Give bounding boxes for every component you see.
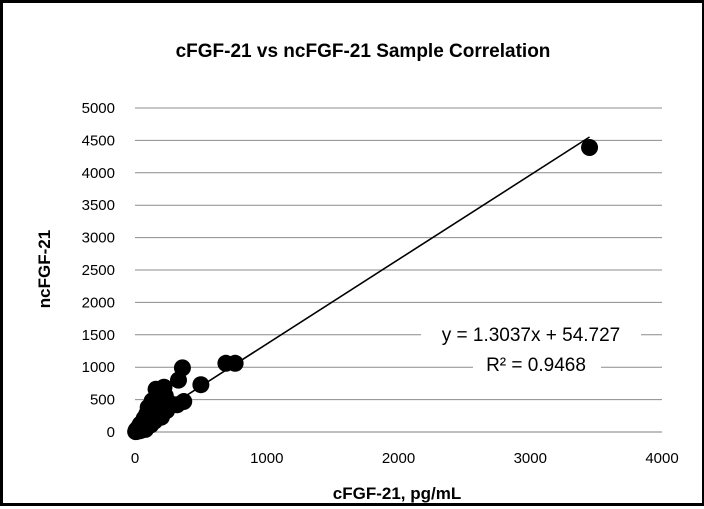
y-tick-label: 4000 — [82, 165, 115, 182]
x-tick-label: 4000 — [645, 450, 678, 467]
scatter-chart: cFGF-21 vs ncFGF-21 Sample Correlation 0… — [35, 41, 679, 503]
x-tick-label: 0 — [131, 450, 139, 467]
trendline-r-squared: R² = 0.9468 — [486, 355, 586, 376]
y-tick-label: 3500 — [82, 197, 115, 214]
y-axis-title: ncFGF-21 — [35, 230, 54, 308]
data-point — [581, 139, 599, 157]
x-tick-label: 1000 — [250, 450, 283, 467]
r-squared-background — [473, 349, 601, 377]
chart-title: cFGF-21 vs ncFGF-21 Sample Correlation — [176, 41, 551, 62]
y-tick-label: 4500 — [82, 132, 115, 149]
data-point — [217, 354, 235, 372]
data-points — [127, 139, 599, 441]
equation-background — [421, 319, 641, 347]
y-tick-label: 2500 — [82, 262, 115, 279]
y-tick-label: 1000 — [82, 359, 115, 376]
y-tick-label: 2000 — [82, 294, 115, 311]
trendline-equation: y = 1.3037x + 54.727 — [442, 325, 621, 346]
y-tick-label: 5000 — [82, 100, 115, 117]
x-axis-title: cFGF-21, pg/mL — [333, 484, 461, 503]
y-tick-label: 0 — [107, 424, 115, 441]
y-tick-labels: 0 500 1000 1500 2000 2500 3000 3500 4000 4500 5000 — [82, 100, 115, 441]
data-point — [127, 423, 145, 441]
trendline — [134, 136, 590, 430]
data-point — [169, 371, 187, 389]
y-tick-label: 500 — [90, 392, 115, 409]
x-tick-label: 3000 — [514, 450, 547, 467]
data-point — [192, 376, 210, 394]
x-tick-label: 2000 — [382, 450, 415, 467]
x-tick-labels: 0 1000 2000 3000 4000 — [131, 450, 679, 467]
y-tick-label: 1500 — [82, 327, 115, 344]
y-tick-label: 3000 — [82, 230, 115, 247]
